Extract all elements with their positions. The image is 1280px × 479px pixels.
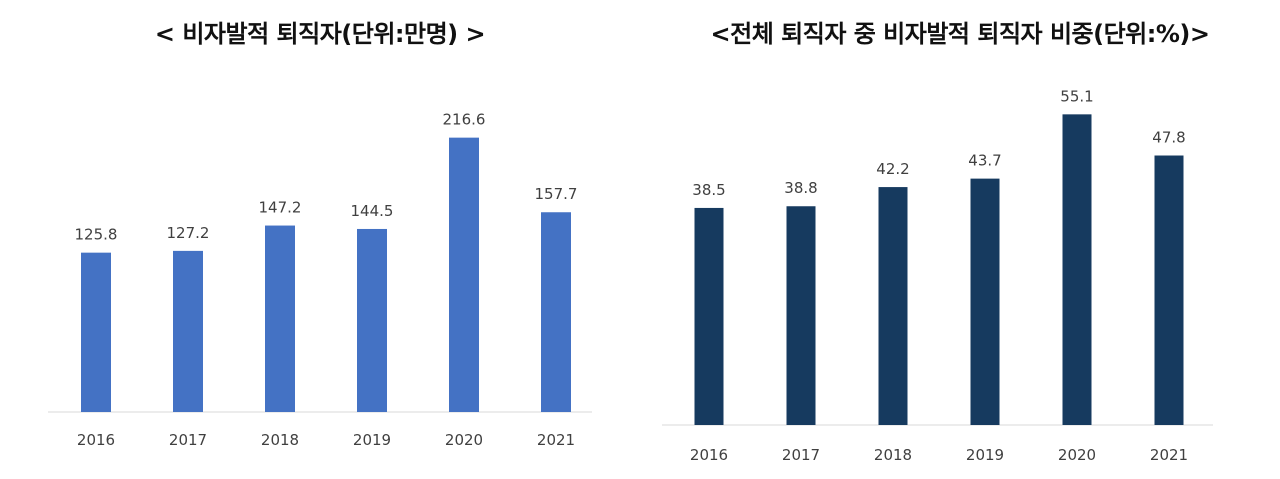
bar-2020 [1062,114,1092,425]
data-label-2021: 157.7 [535,185,578,203]
chart-title: <전체 퇴직자 중 비자발적 퇴직자 비중(단위:%)> [710,20,1210,48]
data-label-2017: 127.2 [167,224,210,242]
bar-2016 [81,252,111,412]
x-tick-label-2021: 2021 [1150,446,1188,464]
data-label-2016: 38.5 [692,181,725,199]
chart-right-nonvoluntary-share: <전체 퇴직자 중 비자발적 퇴직자 비중(단위:%)> 38.5 2016 38.… [640,0,1280,479]
bar-2020 [449,137,479,412]
x-tick-label-2018: 2018 [261,431,299,449]
data-label-2021: 47.8 [1152,129,1185,147]
bar-2017 [173,250,203,412]
bar-2021 [1154,155,1184,425]
data-label-2020: 55.1 [1060,87,1093,105]
data-label-2018: 42.2 [876,160,909,178]
bar-2021 [541,212,571,412]
x-tick-label-2017: 2017 [782,446,820,464]
x-tick-label-2017: 2017 [169,431,207,449]
bar-chart-svg: 38.5 2016 38.8 2017 42.2 2018 43.7 2019 55.1 2020… [662,87,1213,464]
x-tick-label-2021: 2021 [537,431,575,449]
bar-2016 [694,207,724,425]
data-label-2020: 216.6 [443,111,486,129]
chart-title: < 비자발적 퇴직자(단위:만명) > [154,20,486,48]
x-tick-label-2019: 2019 [353,431,391,449]
bar-2017 [786,206,816,425]
data-label-2019: 144.5 [351,202,394,220]
x-tick-label-2020: 2020 [1058,446,1096,464]
x-tick-label-2019: 2019 [966,446,1004,464]
x-tick-label-2018: 2018 [874,446,912,464]
bar-2018 [265,225,295,412]
x-tick-label-2020: 2020 [445,431,483,449]
data-label-2018: 147.2 [259,199,302,217]
data-label-2019: 43.7 [968,152,1001,170]
bar-2018 [878,187,908,425]
bar-chart-svg: 125.8 2016 127.2 2017 147.2 2018 144.5 2019 216.… [48,111,592,449]
bar-2019 [357,228,387,412]
data-label-2017: 38.8 [784,179,817,197]
data-label-2016: 125.8 [75,226,118,244]
x-tick-label-2016: 2016 [690,446,728,464]
bar-2019 [970,178,1000,425]
x-tick-label-2016: 2016 [77,431,115,449]
chart-left-nonvoluntary-retirees: < 비자발적 퇴직자(단위:만명) > 125.8 2016 127.2 2017 14… [48,20,592,449]
